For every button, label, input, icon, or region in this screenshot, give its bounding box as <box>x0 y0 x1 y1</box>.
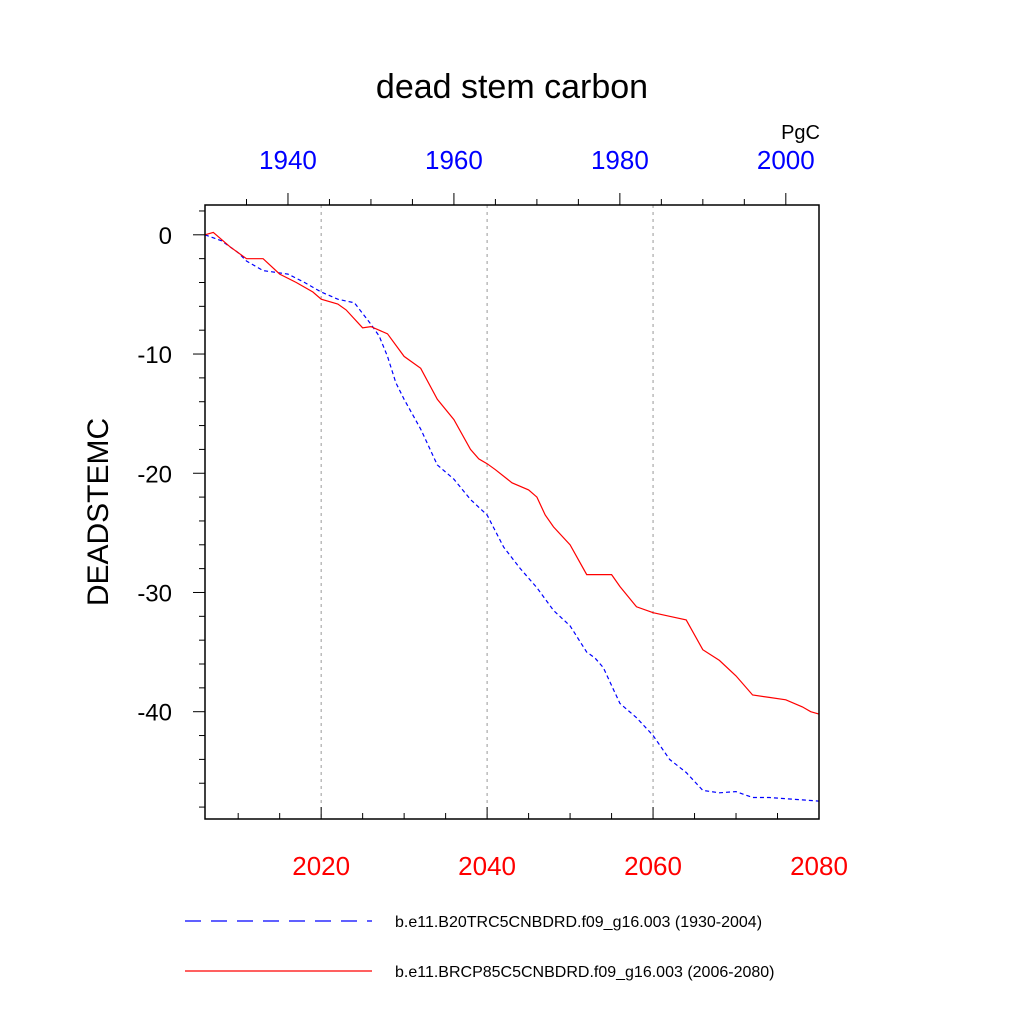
y-tick-label: -30 <box>137 580 172 607</box>
legend-label-2: b.e11.BRCP85C5CNBDRD.f09_g16.003 (2006-2… <box>395 964 774 981</box>
chart-title: dead stem carbon <box>376 68 648 106</box>
x-top-tick-label: 2000 <box>757 145 815 175</box>
y-tick-label: -40 <box>137 700 172 727</box>
x-top-tick-label: 1940 <box>259 145 317 175</box>
x-top-tick-label: 1980 <box>591 145 649 175</box>
series-line-2 <box>204 231 820 715</box>
plot-frame <box>204 204 820 820</box>
series-line-1 <box>204 234 820 802</box>
x-bottom-tick-label: 2080 <box>790 851 848 881</box>
x-bottom-tick-label: 2020 <box>292 851 350 881</box>
gridlines <box>320 205 654 819</box>
x-top-tick-label: 1960 <box>425 145 483 175</box>
x-bottom-tick-label: 2060 <box>624 851 682 881</box>
y-axis-label: DEADSTEMC <box>82 418 115 606</box>
axis-ticks <box>193 193 820 819</box>
legend-label-1: b.e11.B20TRC5CNBDRD.f09_g16.003 (1930-20… <box>395 914 762 931</box>
y-tick-label: 0 <box>159 223 172 250</box>
series-lines <box>204 231 820 802</box>
units-label: PgC <box>781 122 820 144</box>
legend: b.e11.B20TRC5CNBDRD.f09_g16.003 (1930-20… <box>185 914 774 981</box>
x-bottom-tick-label: 2040 <box>458 851 516 881</box>
tick-labels: 2020 2040 2060 2080 1940 1960 1980 2000 0 -10 -20 -… <box>137 145 848 881</box>
y-tick-label: -20 <box>137 461 172 488</box>
y-tick-label: -10 <box>137 342 172 369</box>
